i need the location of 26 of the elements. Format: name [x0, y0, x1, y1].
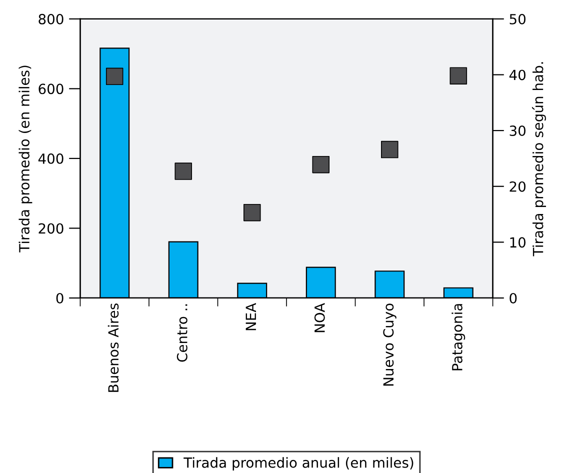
x-tick-label: Patagonia	[452, 304, 466, 370]
x-tick-label: Buenos Aires	[108, 304, 119, 392]
y2-axis-title: Tirada promedio según hab.	[532, 62, 546, 256]
legend-label: Tirada promedio anual (en miles)	[184, 457, 414, 471]
y2-tick-label: 20	[510, 181, 526, 192]
y2-tick-label: 40	[509, 70, 526, 80]
y-tick-label: 200	[38, 223, 64, 234]
x-tick-label: NEA	[246, 302, 256, 330]
x-tick-label: Centro ..	[176, 304, 188, 362]
x-tick-label: Nuevo Cuyo	[383, 304, 396, 386]
point	[174, 162, 192, 180]
y-tick-label: 800	[38, 14, 64, 24]
y2-tick-label: 30	[510, 126, 526, 136]
y2-tick-label: 10	[510, 237, 526, 248]
point	[243, 204, 261, 222]
y-tick-label: 0	[56, 292, 64, 304]
x-tick-label: NOA	[314, 302, 325, 332]
point	[381, 140, 398, 158]
y-tick-label: 600	[38, 84, 64, 94]
y2-tick-label: 50	[510, 14, 526, 24]
point	[312, 156, 330, 174]
y2-tick-label: 0	[510, 292, 517, 304]
y-tick-label: 400	[38, 153, 64, 164]
y-axis-title: Tirada promedio (en miles)	[18, 66, 32, 252]
point	[106, 68, 124, 86]
point	[450, 67, 468, 84]
